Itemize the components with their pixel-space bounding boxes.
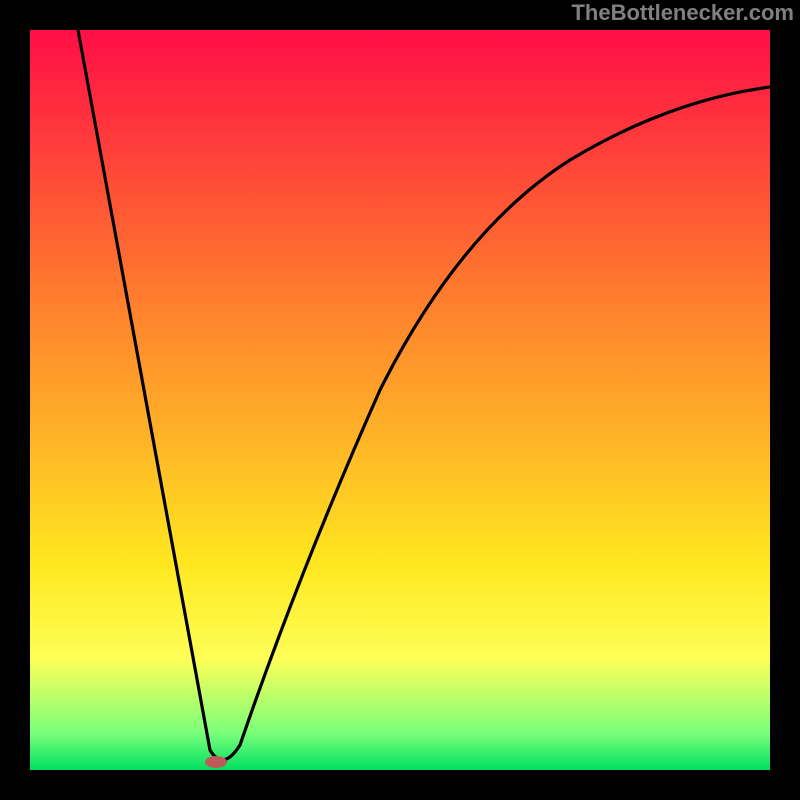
optimum-marker	[205, 756, 227, 768]
curve-svg	[30, 30, 770, 770]
bottleneck-curve	[78, 30, 770, 760]
plot-area	[30, 30, 770, 770]
chart-container: TheBottlenecker.com	[0, 0, 800, 800]
watermark-label: TheBottlenecker.com	[571, 0, 794, 26]
